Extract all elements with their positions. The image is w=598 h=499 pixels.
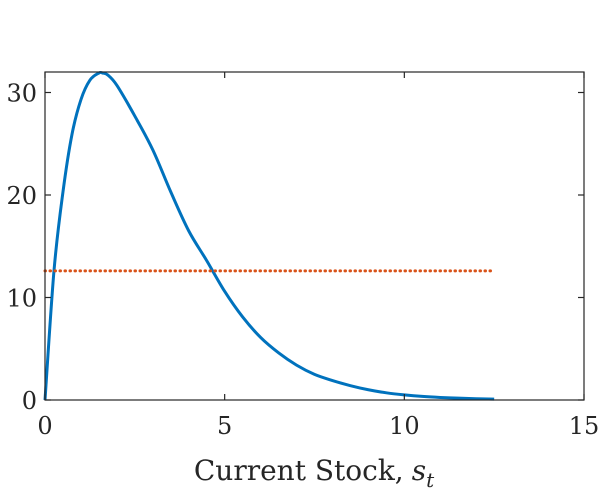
y-tick-label: 0 [22, 387, 37, 415]
y-tick-label: 20 [6, 182, 37, 210]
y-tick-label: 30 [6, 80, 37, 108]
axes-box [44, 71, 585, 401]
x-tick-label: 5 [217, 412, 232, 440]
x-tick-label: 15 [569, 412, 598, 440]
x-axis-title-subscript: t [426, 468, 435, 492]
x-axis-title: Current Stock, st [194, 454, 435, 492]
x-axis-title-symbol: s [412, 454, 426, 487]
plot-area [45, 72, 584, 400]
tick-layer: 0 5 10 15 0 10 20 30 [6, 72, 598, 440]
y-tick-label: 10 [6, 285, 37, 313]
x-tick-label: 10 [389, 412, 420, 440]
x-axis-title-text: Current Stock, [194, 454, 404, 487]
x-tick-label: 0 [37, 412, 52, 440]
